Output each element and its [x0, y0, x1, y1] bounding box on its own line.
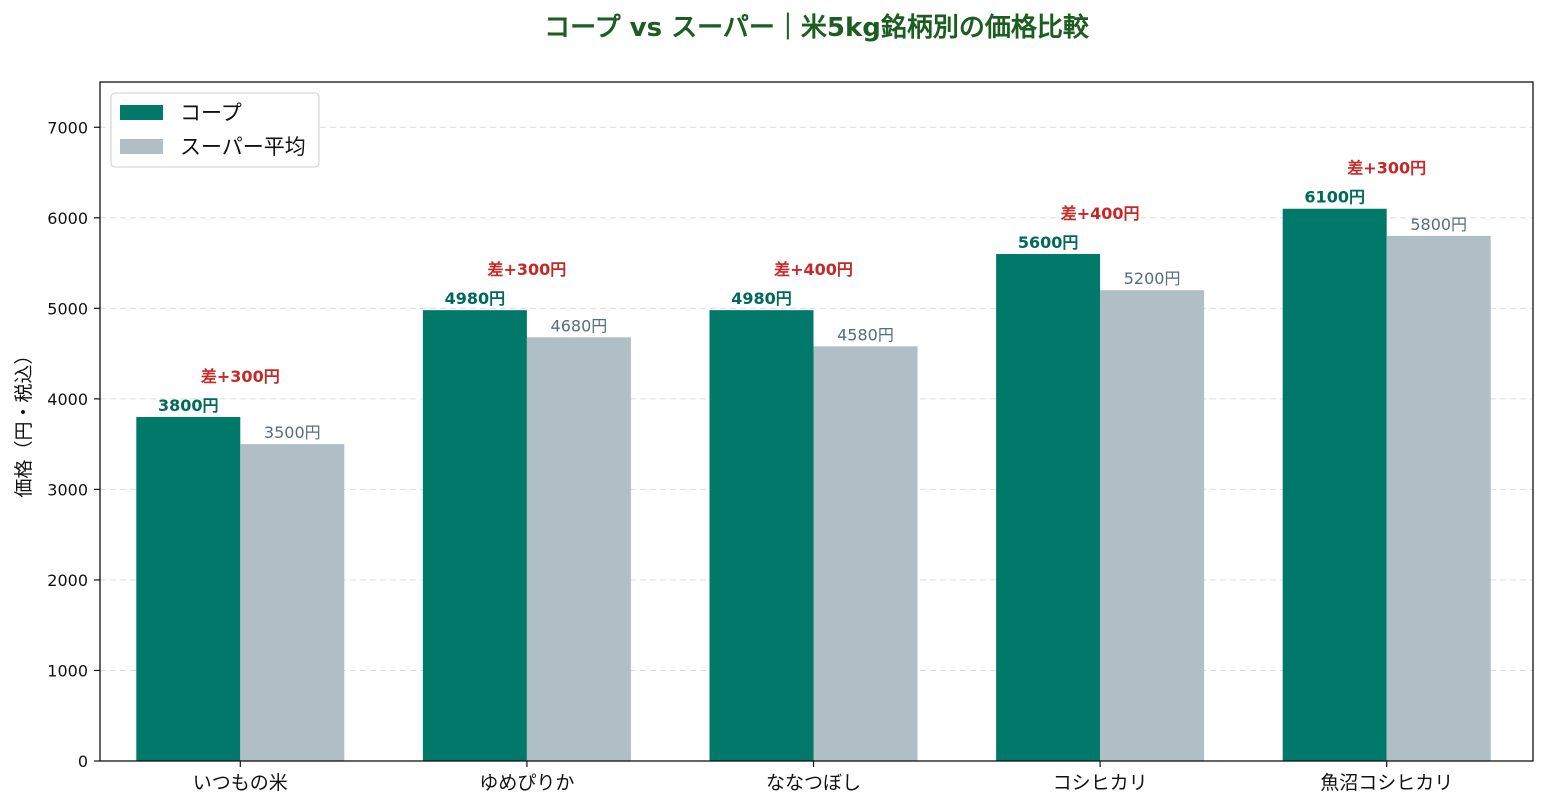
value-label-super: 5200円	[1124, 269, 1181, 288]
legend-swatch-coop	[120, 105, 163, 120]
y-tick-label: 1000	[47, 661, 88, 680]
legend: コープ スーパー平均	[110, 92, 320, 168]
bars-group	[136, 208, 1491, 761]
y-tick-label: 4000	[47, 390, 88, 409]
difference-annotation: 差+400円	[774, 260, 853, 279]
value-labels-group: 3800円3500円差+300円4980円4680円差+300円4980円458…	[158, 159, 1467, 442]
bar-coop	[996, 254, 1101, 761]
bar-super	[1100, 290, 1205, 761]
y-axis: 0 1000 2000 3000 4000 5000 6000 7000	[47, 118, 100, 771]
y-tick-label: 7000	[47, 118, 88, 137]
y-tick-label: 2000	[47, 571, 88, 590]
value-label-coop: 5600円	[1018, 233, 1079, 252]
legend-label-super: スーパー平均	[180, 135, 306, 159]
value-label-coop: 4980円	[731, 289, 792, 308]
category-label: 魚沼コシヒカリ	[1320, 772, 1453, 794]
bar-super	[813, 346, 918, 761]
y-tick-label: 5000	[47, 299, 88, 318]
difference-annotation: 差+300円	[201, 367, 280, 386]
chart-title: コープ vs スーパー｜米5kg銘柄別の価格比較	[544, 12, 1090, 43]
bar-super	[526, 337, 631, 761]
category-label: ゆめぴりか	[479, 772, 574, 794]
legend-label-coop: コープ	[180, 101, 242, 125]
bar-coop	[136, 416, 241, 761]
value-label-coop: 4980円	[445, 289, 506, 308]
value-label-coop: 3800円	[158, 396, 219, 415]
value-label-super: 4580円	[837, 325, 894, 344]
bar-coop	[709, 310, 814, 761]
bar-super	[240, 444, 345, 761]
bar-super	[1386, 235, 1491, 761]
legend-swatch-super	[120, 139, 163, 154]
difference-annotation: 差+300円	[487, 260, 566, 279]
bar-coop	[422, 310, 527, 761]
bar-coop	[1282, 208, 1387, 761]
category-label: いつもの米	[193, 772, 288, 794]
value-label-super: 5800円	[1410, 215, 1467, 234]
value-label-coop: 6100円	[1304, 188, 1365, 207]
y-axis-label: 価格（円・税込）	[13, 345, 35, 497]
value-label-super: 3500円	[264, 423, 321, 442]
difference-annotation: 差+300円	[1347, 159, 1426, 178]
category-label: ななつぼし	[766, 772, 861, 794]
category-label: コシヒカリ	[1053, 772, 1148, 794]
plot-frame	[99, 81, 1534, 762]
y-tick-label: 0	[78, 752, 88, 771]
y-tick-label: 6000	[47, 209, 88, 228]
x-axis: いつもの米 ゆめぴりか ななつぼし コシヒカリ 魚沼コシヒカリ	[193, 761, 1453, 794]
value-label-super: 4680円	[551, 316, 608, 335]
y-tick-label: 3000	[47, 480, 88, 499]
difference-annotation: 差+400円	[1061, 204, 1140, 223]
